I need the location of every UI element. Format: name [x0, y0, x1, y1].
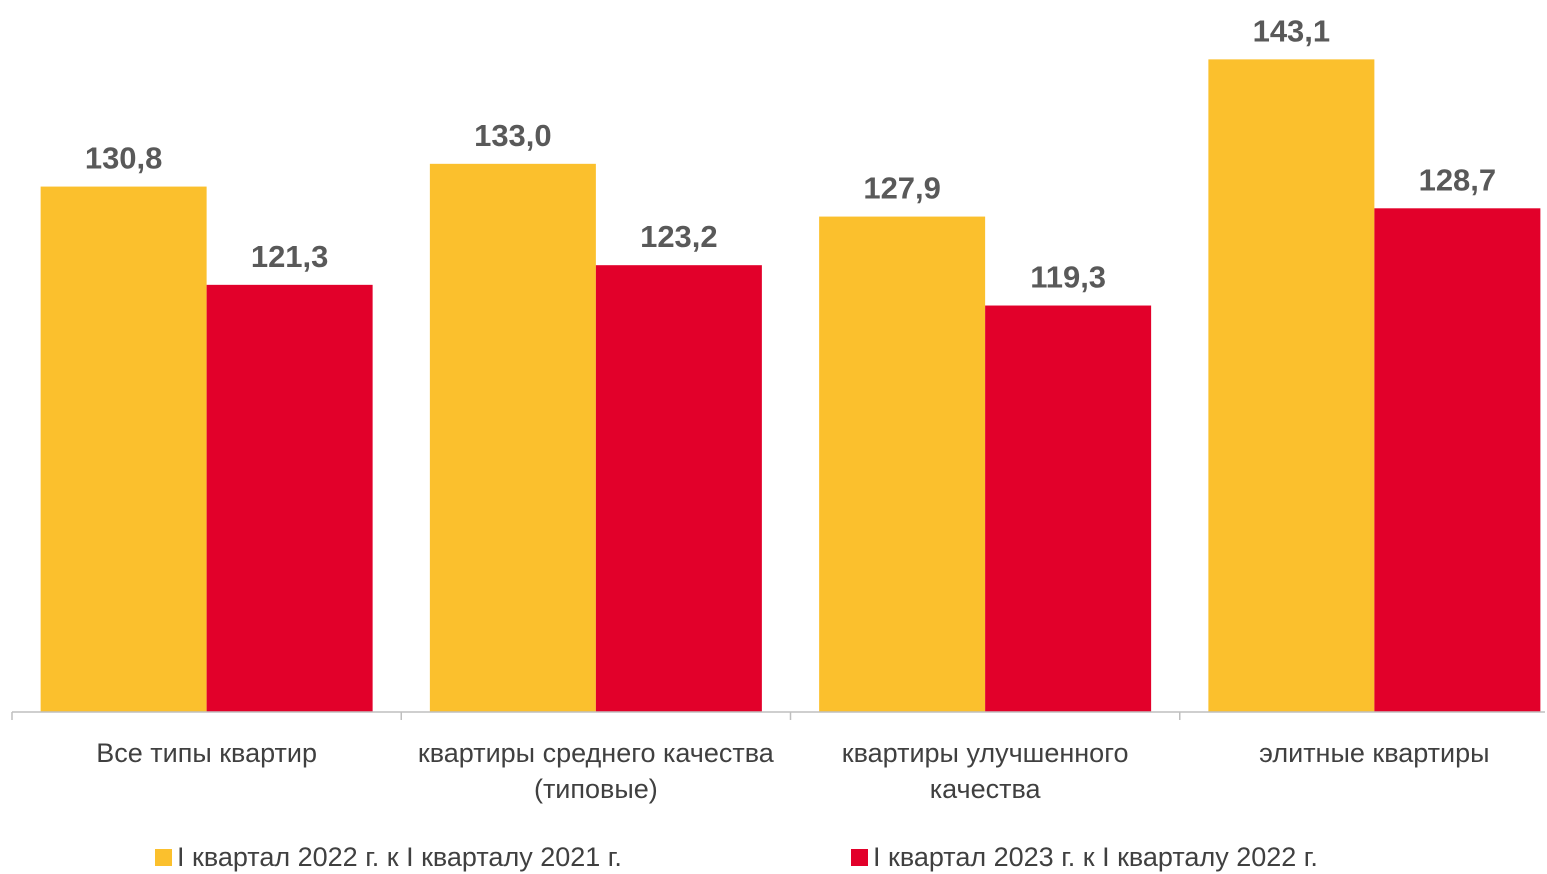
legend-item: I квартал 2022 г. к I кварталу 2021 г. [155, 842, 622, 873]
x-tick-label: квартиры среднего качества (типовые) [417, 738, 774, 804]
bar [1208, 59, 1375, 712]
legend-label: I квартал 2023 г. к I кварталу 2022 г. [873, 842, 1318, 872]
bar [1374, 208, 1541, 712]
value-label: 119,3 [1030, 260, 1106, 295]
value-label: 133,0 [474, 118, 552, 153]
value-label: 121,3 [251, 239, 329, 274]
value-label: 127,9 [863, 171, 941, 206]
legend-swatch [851, 849, 868, 866]
value-label: 123,2 [640, 219, 718, 254]
bar [40, 186, 207, 712]
value-label: 143,1 [1253, 13, 1331, 48]
value-label: 130,8 [85, 141, 163, 176]
legend-item: I квартал 2023 г. к I кварталу 2022 г. [851, 842, 1318, 873]
bar [429, 163, 596, 713]
bar [206, 284, 373, 712]
bar [819, 216, 986, 712]
x-tick-label: Все типы квартир [96, 738, 317, 768]
value-label: 128,7 [1419, 162, 1497, 197]
x-tick-label: элитные квартиры [1259, 738, 1490, 768]
legend-swatch [155, 849, 172, 866]
bar [595, 265, 762, 712]
x-tick-label: квартиры улучшенного качества [841, 738, 1129, 804]
legend-label: I квартал 2022 г. к I кварталу 2021 г. [177, 842, 622, 872]
bar [985, 305, 1152, 712]
